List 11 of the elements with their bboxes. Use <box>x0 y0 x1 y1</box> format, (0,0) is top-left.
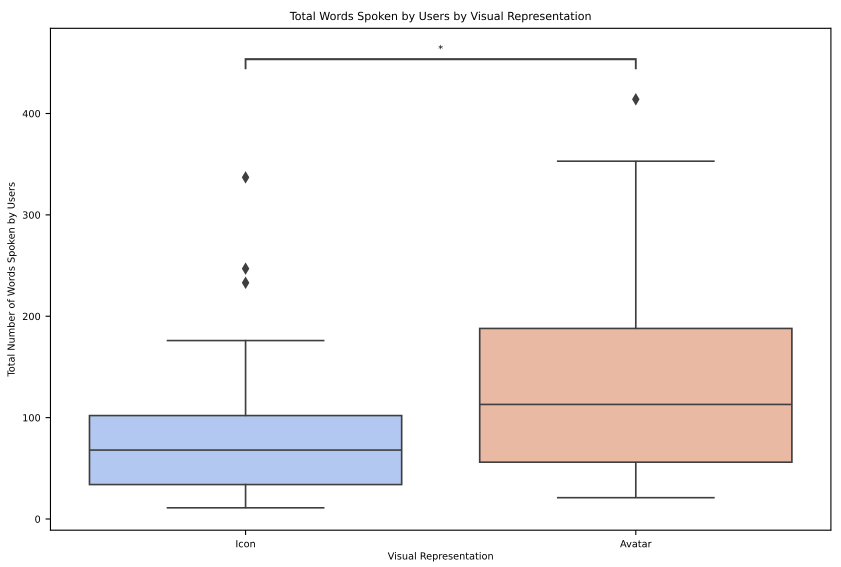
y-tick-label: 300 <box>22 211 40 219</box>
y-tick-label: 200 <box>22 312 40 320</box>
annotation: * <box>438 44 443 50</box>
y-axis-title: Total Number of Words Spoken by Users <box>7 182 17 377</box>
x-tick-label: Avatar <box>620 540 652 548</box>
x-tick-label: Icon <box>236 540 255 548</box>
y-tick-label: 0 <box>35 515 40 523</box>
y-tick-label: 400 <box>22 110 40 118</box>
chart-title: Total Words Spoken by Users by Visual Representation <box>290 12 591 22</box>
y-tick-label: 100 <box>23 414 40 422</box>
x-axis-title: Visual Representation <box>388 552 493 562</box>
